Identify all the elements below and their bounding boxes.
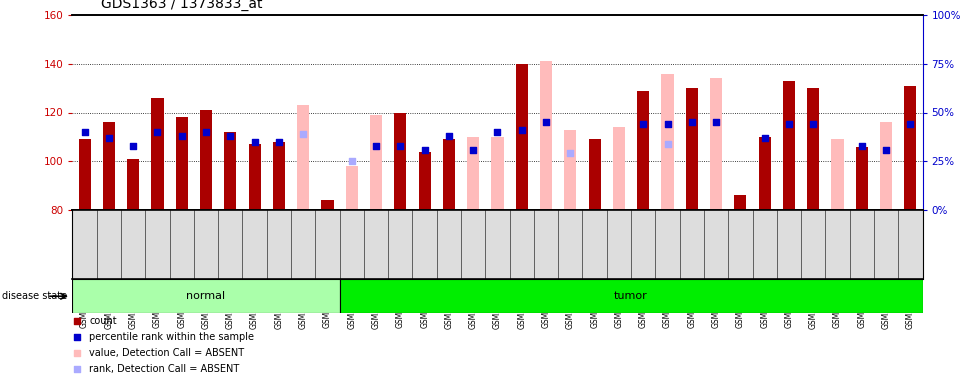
Bar (758, 137, 771, 210)
Bar (248, 144, 261, 210)
Point (781, 121, 797, 127)
Bar (128, 159, 139, 210)
Point (69, 366, 84, 372)
Point (247, 139, 263, 145)
Bar (200, 110, 213, 210)
Point (757, 135, 773, 141)
Bar (102, 122, 115, 210)
Bar (612, 127, 625, 210)
Point (538, 119, 554, 125)
Bar (686, 88, 697, 210)
Bar (904, 86, 917, 210)
Point (417, 147, 433, 153)
Bar (468, 137, 479, 210)
Bar (272, 142, 285, 210)
Bar (662, 74, 673, 210)
Point (878, 147, 894, 153)
Bar (880, 122, 893, 210)
Point (69, 350, 84, 356)
Bar (442, 140, 455, 210)
Bar (370, 115, 383, 210)
Bar (588, 140, 601, 210)
Point (562, 150, 578, 156)
Point (296, 131, 311, 137)
Bar (78, 140, 91, 210)
Bar (152, 98, 163, 210)
Bar (346, 166, 357, 210)
Point (902, 121, 918, 127)
Point (150, 129, 165, 135)
Point (466, 147, 481, 153)
Bar (394, 112, 407, 210)
Bar (808, 88, 819, 210)
Point (806, 121, 821, 127)
Point (101, 135, 117, 141)
Bar (298, 105, 309, 210)
Point (77, 129, 93, 135)
Bar (322, 200, 333, 210)
Point (271, 139, 287, 145)
Bar (710, 78, 723, 210)
Point (514, 127, 529, 133)
Bar (418, 152, 431, 210)
Point (344, 158, 359, 164)
Point (636, 121, 651, 127)
Text: disease state: disease state (3, 291, 68, 301)
Bar (516, 64, 527, 210)
Point (660, 121, 675, 127)
Bar (72, 279, 340, 313)
Point (708, 119, 724, 125)
Bar (418, 152, 431, 210)
Point (174, 133, 189, 139)
Text: GDS1363 / 1373833_at: GDS1363 / 1373833_at (101, 0, 263, 11)
Point (441, 133, 457, 139)
Point (392, 142, 408, 148)
Bar (734, 195, 747, 210)
Bar (832, 140, 843, 210)
Point (69, 318, 84, 324)
Point (660, 141, 675, 147)
Point (490, 129, 505, 135)
Bar (224, 132, 237, 210)
Point (854, 142, 869, 148)
Point (69, 334, 84, 340)
Bar (340, 279, 923, 313)
Bar (540, 61, 553, 210)
Bar (638, 91, 649, 210)
Text: rank, Detection Call = ABSENT: rank, Detection Call = ABSENT (90, 364, 240, 374)
Text: value, Detection Call = ABSENT: value, Detection Call = ABSENT (90, 348, 244, 358)
Bar (564, 130, 577, 210)
Point (222, 133, 238, 139)
Text: tumor: tumor (614, 291, 648, 301)
Bar (856, 147, 867, 210)
Bar (492, 137, 503, 210)
Text: normal: normal (186, 291, 226, 301)
Point (126, 142, 141, 148)
Bar (176, 117, 187, 210)
Bar (782, 81, 795, 210)
Point (368, 142, 384, 148)
Point (198, 129, 213, 135)
Text: percentile rank within the sample: percentile rank within the sample (90, 332, 254, 342)
Text: count: count (90, 315, 117, 326)
Point (684, 119, 699, 125)
